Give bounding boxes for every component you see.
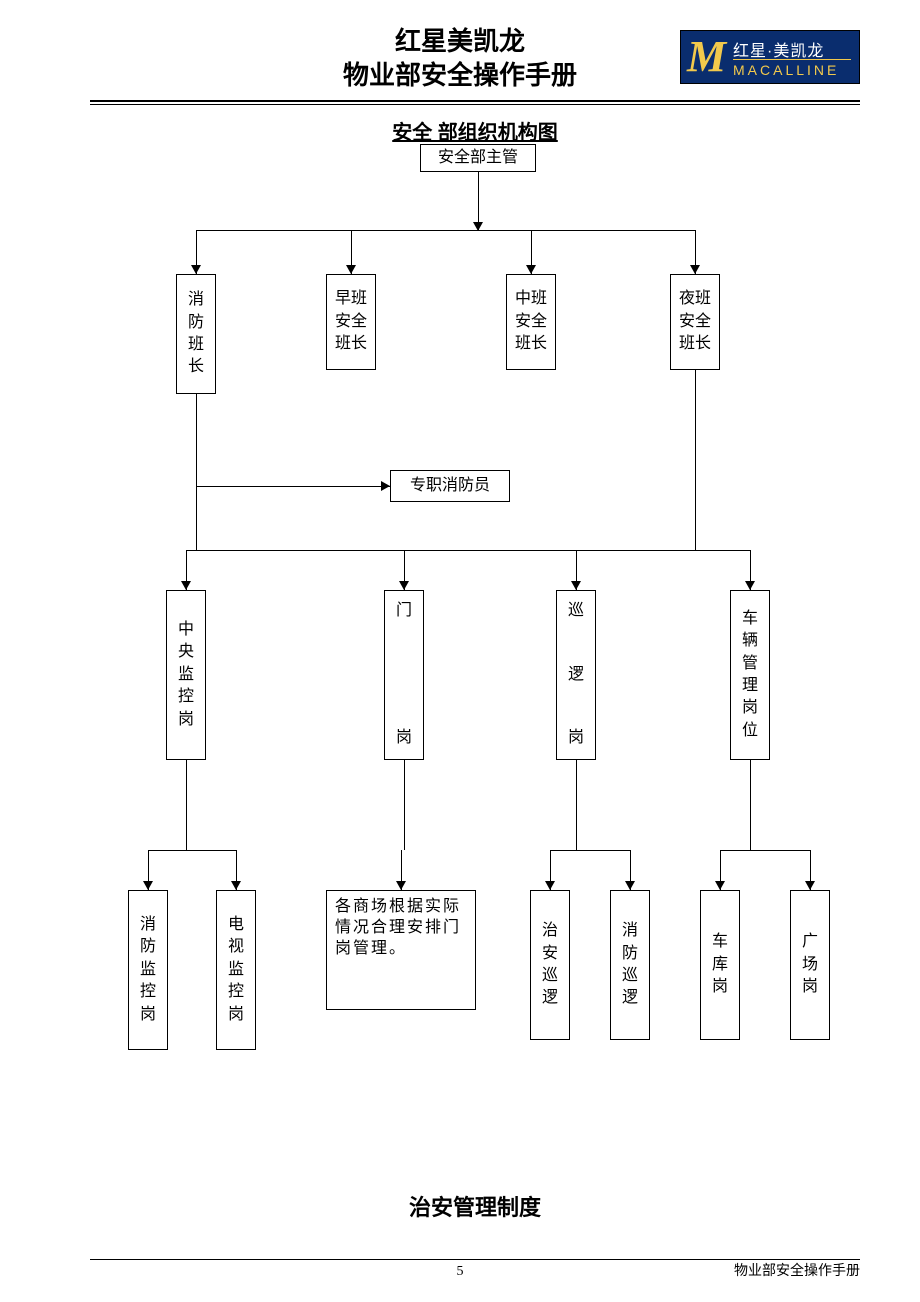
connector <box>695 370 696 550</box>
connector <box>720 850 810 851</box>
node-patrol: 巡逻岗 <box>556 590 596 760</box>
connector <box>186 760 187 850</box>
node-fire_patrol: 消 防 巡 逻 <box>610 890 650 1040</box>
connector <box>196 486 390 487</box>
arrow-icon <box>715 881 725 890</box>
arrow-icon <box>526 265 536 274</box>
footer-text: 物业部安全操作手册 <box>734 1260 860 1280</box>
node-morning: 早班 安全 班长 <box>326 274 376 370</box>
node-fire_leader: 消 防 班 长 <box>176 274 216 394</box>
node-fire_mon: 消 防 监 控 岗 <box>128 890 168 1050</box>
node-gate_note: 各商场根据实际情况合理安排门岗管理。 <box>326 890 476 1010</box>
connector <box>186 550 750 551</box>
node-garage: 车 库 岗 <box>700 890 740 1040</box>
connector <box>196 394 197 486</box>
arrow-icon <box>181 581 191 590</box>
logo: M 红星·美凯龙 MACALLINE <box>680 30 860 84</box>
arrow-icon <box>381 481 390 491</box>
header-rule <box>90 100 860 102</box>
section-heading: 治安管理制度 <box>90 1190 860 1222</box>
connector <box>750 760 751 850</box>
connector <box>148 850 236 851</box>
connector <box>404 760 405 850</box>
logo-m-icon: M <box>687 31 726 82</box>
arrow-icon <box>396 881 406 890</box>
node-firefighter: 专职消防员 <box>390 470 510 502</box>
arrow-icon <box>399 581 409 590</box>
arrow-icon <box>805 881 815 890</box>
node-root: 安全部主管 <box>420 144 536 172</box>
arrow-icon <box>690 265 700 274</box>
arrow-icon <box>625 881 635 890</box>
arrow-icon <box>571 581 581 590</box>
node-mid: 中班 安全 班长 <box>506 274 556 370</box>
arrow-icon <box>745 581 755 590</box>
node-vehicle: 车 辆 管 理 岗 位 <box>730 590 770 760</box>
connector <box>576 760 577 850</box>
header-rule-2 <box>90 104 860 105</box>
connector <box>196 230 695 231</box>
node-sec_patrol: 治 安 巡 逻 <box>530 890 570 1040</box>
page: 红星美凯龙 物业部安全操作手册 M 红星·美凯龙 MACALLINE 安全 部组… <box>0 0 920 1302</box>
connector <box>550 850 630 851</box>
arrow-icon <box>143 881 153 890</box>
org-chart: 安全 部组织机构图 治安管理制度 安全部主管消 防 班 长 早班 安全 班长 中班 … <box>90 110 860 1242</box>
arrow-icon <box>191 265 201 274</box>
arrow-icon <box>545 881 555 890</box>
logo-cn: 红星·美凯龙 <box>733 37 824 61</box>
node-tv_mon: 电 视 监 控 岗 <box>216 890 256 1050</box>
connector <box>196 486 197 550</box>
arrow-icon <box>231 881 241 890</box>
node-monitor: 中 央 监 控 岗 <box>166 590 206 760</box>
arrow-icon <box>346 265 356 274</box>
node-gate: 门岗 <box>384 590 424 760</box>
node-night: 夜班 安全 班长 <box>670 274 720 370</box>
node-plaza: 广 场 岗 <box>790 890 830 1040</box>
logo-en: MACALLINE <box>733 59 851 78</box>
org-chart-title: 安全 部组织机构图 <box>90 116 860 145</box>
